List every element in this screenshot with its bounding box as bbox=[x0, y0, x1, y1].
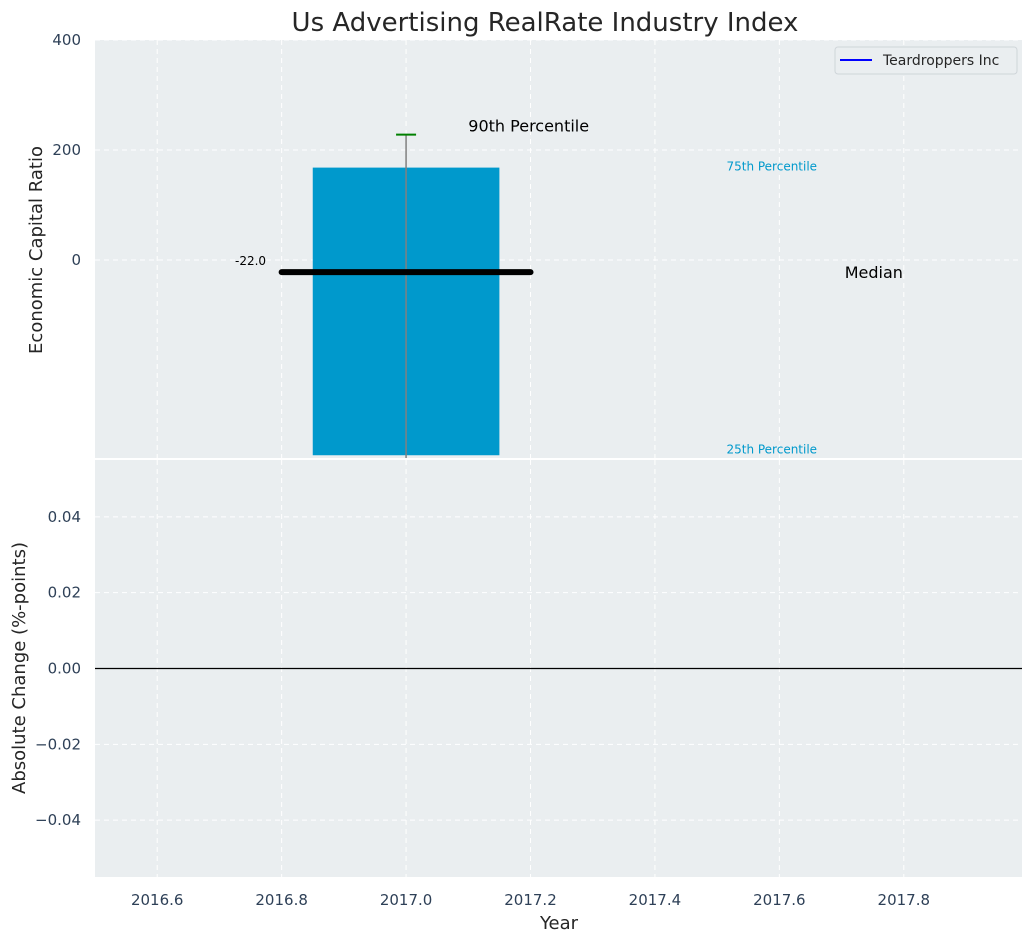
p25-annotation: 25th Percentile bbox=[726, 442, 817, 456]
p90-annotation: 90th Percentile bbox=[468, 117, 589, 136]
legend: Teardroppers Inc bbox=[834, 46, 1018, 75]
median-annotation: Median bbox=[845, 263, 903, 282]
top-y-tick-label: 400 bbox=[52, 31, 81, 49]
legend-box bbox=[834, 46, 1018, 75]
x-tick-label: 2017.4 bbox=[629, 891, 682, 909]
x-tick-label: 2016.6 bbox=[131, 891, 184, 909]
x-tick-label: 2016.8 bbox=[255, 891, 308, 909]
p75-annotation: 75th Percentile bbox=[726, 160, 817, 174]
bottom-y-tick-label: 0.00 bbox=[48, 660, 81, 678]
bottom-y-tick-label: 0.02 bbox=[48, 584, 81, 602]
x-tick-label: 2017.8 bbox=[878, 891, 931, 909]
median-value-label: -22.0 bbox=[235, 254, 266, 268]
bottom-y-tick-label: −0.02 bbox=[35, 735, 81, 753]
bottom-y-tick-label: −0.04 bbox=[35, 811, 81, 829]
y-axis-label-top: Economic Capital Ratio bbox=[26, 146, 47, 354]
bottom-y-tick-label: 0.04 bbox=[48, 508, 81, 526]
x-tick-label: 2017.6 bbox=[753, 891, 806, 909]
x-axis-label: Year bbox=[539, 913, 579, 934]
x-tick-label: 2017.0 bbox=[380, 891, 433, 909]
x-tick-label: 2017.2 bbox=[504, 891, 557, 909]
legend-label: Teardroppers Inc bbox=[882, 53, 999, 69]
top-plot-background bbox=[95, 40, 1022, 458]
top-panel: 0 200 400 -22.0 90th Percentile 75th Percenti… bbox=[52, 31, 1022, 485]
y-axis-label-bottom: Absolute Change (%-points) bbox=[9, 542, 30, 794]
chart-title: Us Advertising RealRate Industry Index bbox=[292, 8, 799, 38]
bottom-panel: 2016.6 2016.8 2017.0 2017.2 2017.4 2017.6 2017… bbox=[35, 460, 1022, 909]
top-y-tick-label: 200 bbox=[52, 141, 81, 159]
top-y-tick-label: 0 bbox=[71, 251, 81, 269]
